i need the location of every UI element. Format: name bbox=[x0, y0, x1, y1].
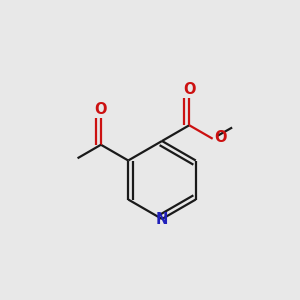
Text: N: N bbox=[156, 212, 168, 227]
Text: O: O bbox=[214, 130, 226, 145]
Text: O: O bbox=[183, 82, 196, 97]
Text: O: O bbox=[95, 102, 107, 117]
